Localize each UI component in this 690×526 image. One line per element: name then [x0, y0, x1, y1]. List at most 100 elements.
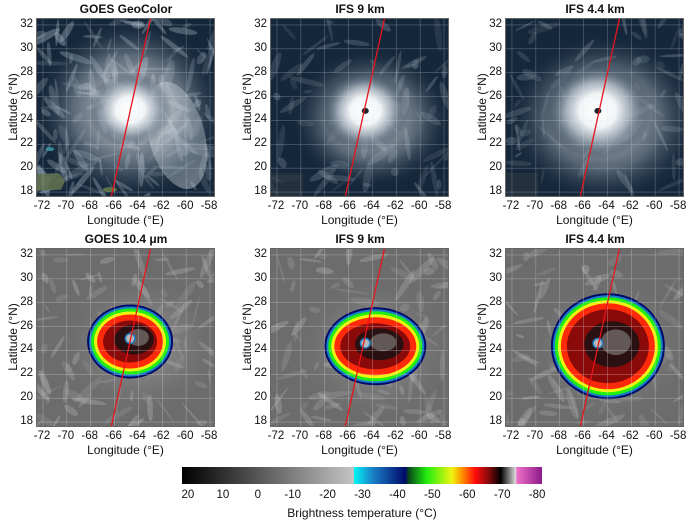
x-tick-label: -70 — [291, 430, 309, 442]
y-tick-label: 30 — [20, 271, 33, 284]
y-tick-label: 32 — [489, 247, 502, 260]
y-tick-label: 28 — [254, 65, 267, 78]
x-tick-label: -60 — [176, 200, 194, 212]
x-tick-label: -68 — [81, 430, 98, 442]
y-tick-label: 18 — [20, 185, 33, 198]
panel-title: IFS 9 km — [335, 232, 385, 246]
x-axis-label: Longitude (°E) — [556, 443, 633, 457]
y-tick-label: 28 — [489, 295, 502, 308]
x-tick-label: -62 — [152, 430, 170, 442]
colorbar-tick-label: -10 — [284, 489, 301, 501]
x-tick-label: -72 — [267, 200, 285, 212]
y-tick-label: 28 — [489, 65, 502, 78]
x-tick-label: -60 — [176, 430, 194, 442]
x-tick-label: -62 — [386, 430, 404, 442]
y-tick-label: 28 — [254, 295, 267, 308]
y-tick-label: 28 — [20, 295, 33, 308]
x-axis-label: Longitude (°E) — [556, 213, 633, 227]
colorbar-label: Brightness temperature (°C) — [287, 506, 437, 520]
colorbar-tick-label: -70 — [493, 489, 511, 501]
y-tick-label: 20 — [20, 161, 33, 174]
y-tick-label: 30 — [489, 271, 502, 284]
y-tick-label: 22 — [489, 137, 502, 150]
x-tick-label: -66 — [574, 430, 591, 442]
y-tick-label: 20 — [254, 161, 267, 174]
x-tick-label: -72 — [502, 200, 520, 212]
x-tick-label: -60 — [410, 430, 428, 442]
y-tick-label: 32 — [489, 17, 502, 30]
y-tick-label: 30 — [254, 271, 267, 284]
visible-image — [505, 18, 684, 197]
y-tick-label: 24 — [20, 113, 33, 126]
y-tick-label: 18 — [20, 415, 33, 428]
y-tick-label: 32 — [254, 17, 267, 30]
x-tick-label: -68 — [81, 200, 98, 212]
y-axis-ticks: 32 30 28 26 24 22 20 18 — [469, 18, 502, 197]
y-tick-label: 32 — [20, 17, 33, 30]
transect-line — [110, 249, 152, 426]
y-tick-label: 24 — [20, 343, 33, 356]
panel-4: GOES 10.4 μm 32 30 28 26 24 22 20 18 -72 -70 -68 -66… — [0, 230, 230, 465]
x-tick-label: -64 — [363, 200, 380, 212]
x-tick-label: -60 — [645, 200, 663, 212]
y-axis-label: Latitude (°N) — [6, 303, 20, 371]
x-tick-label: -58 — [200, 200, 218, 212]
colorbar-tick-label: -40 — [389, 489, 406, 501]
x-tick-label: -68 — [315, 200, 332, 212]
y-tick-label: 22 — [489, 367, 502, 380]
x-tick-label: -62 — [152, 200, 170, 212]
panel-title: GOES GeoColor — [79, 2, 173, 16]
x-tick-label: -68 — [550, 200, 567, 212]
y-axis-label: Latitude (°N) — [475, 73, 489, 141]
y-tick-label: 30 — [20, 41, 33, 54]
transect-line — [579, 19, 621, 196]
x-tick-label: -72 — [502, 430, 520, 442]
x-tick-label: -68 — [315, 430, 332, 442]
y-tick-label: 22 — [254, 367, 267, 380]
panel-title: IFS 4.4 km — [565, 232, 625, 246]
y-tick-label: 26 — [489, 89, 502, 102]
y-tick-label: 18 — [489, 185, 502, 198]
x-axis-ticks: -72 -70 -68 -66 -64 -62 -60 -58 — [502, 200, 687, 214]
y-tick-label: 20 — [489, 391, 502, 404]
y-tick-label: 26 — [20, 89, 33, 102]
x-tick-label: -70 — [291, 200, 309, 212]
colorbar-tick-label: 0 — [254, 489, 261, 501]
y-axis-ticks: 32 30 28 26 24 22 20 18 — [0, 18, 33, 197]
panel-1: GOES GeoColor 32 30 28 26 24 22 20 18 -72 -70 -68 -6… — [0, 0, 230, 235]
x-tick-label: -58 — [434, 200, 452, 212]
transect-line — [344, 19, 386, 196]
y-tick-label: 18 — [254, 185, 267, 198]
transect-line — [110, 19, 152, 196]
x-axis-ticks: -72 -70 -68 -66 -64 -62 -60 -58 — [34, 430, 218, 444]
x-axis-ticks: -72 -70 -68 -66 -64 -62 -60 -58 — [268, 430, 452, 444]
x-axis-label: Longitude (°E) — [87, 443, 164, 457]
y-tick-label: 24 — [489, 343, 502, 356]
y-tick-label: 22 — [20, 137, 33, 150]
y-tick-label: 24 — [254, 113, 267, 126]
visible-image — [270, 18, 449, 197]
y-tick-label: 30 — [489, 41, 502, 54]
y-tick-label: 26 — [20, 319, 33, 332]
x-tick-label: -70 — [526, 200, 544, 212]
panel-title: IFS 4.4 km — [565, 2, 625, 16]
y-axis-ticks: 32 30 28 26 24 22 20 18 — [469, 248, 502, 427]
y-axis-label: Latitude (°N) — [240, 73, 254, 141]
y-tick-label: 18 — [489, 415, 502, 428]
y-tick-label: 24 — [254, 343, 267, 356]
y-axis-ticks: 32 30 28 26 24 22 20 18 — [234, 18, 267, 197]
y-tick-label: 22 — [254, 137, 267, 150]
panel-title: GOES 10.4 μm — [84, 232, 168, 246]
y-tick-label: 20 — [20, 391, 33, 404]
y-tick-label: 26 — [489, 319, 502, 332]
y-axis-label: Latitude (°N) — [6, 73, 20, 141]
y-tick-label: 20 — [489, 161, 502, 174]
x-tick-label: -68 — [550, 430, 567, 442]
panel-5: IFS 9 km 32 30 28 26 24 22 20 18 -72 -70 -68 -66 -64-… — [234, 230, 464, 465]
x-tick-label: -70 — [57, 200, 75, 212]
x-tick-label: -66 — [105, 200, 122, 212]
y-tick-label: 30 — [254, 41, 267, 54]
x-axis-label: Longitude (°E) — [87, 213, 164, 227]
y-tick-label: 28 — [20, 65, 33, 78]
x-tick-label: -64 — [363, 430, 380, 442]
